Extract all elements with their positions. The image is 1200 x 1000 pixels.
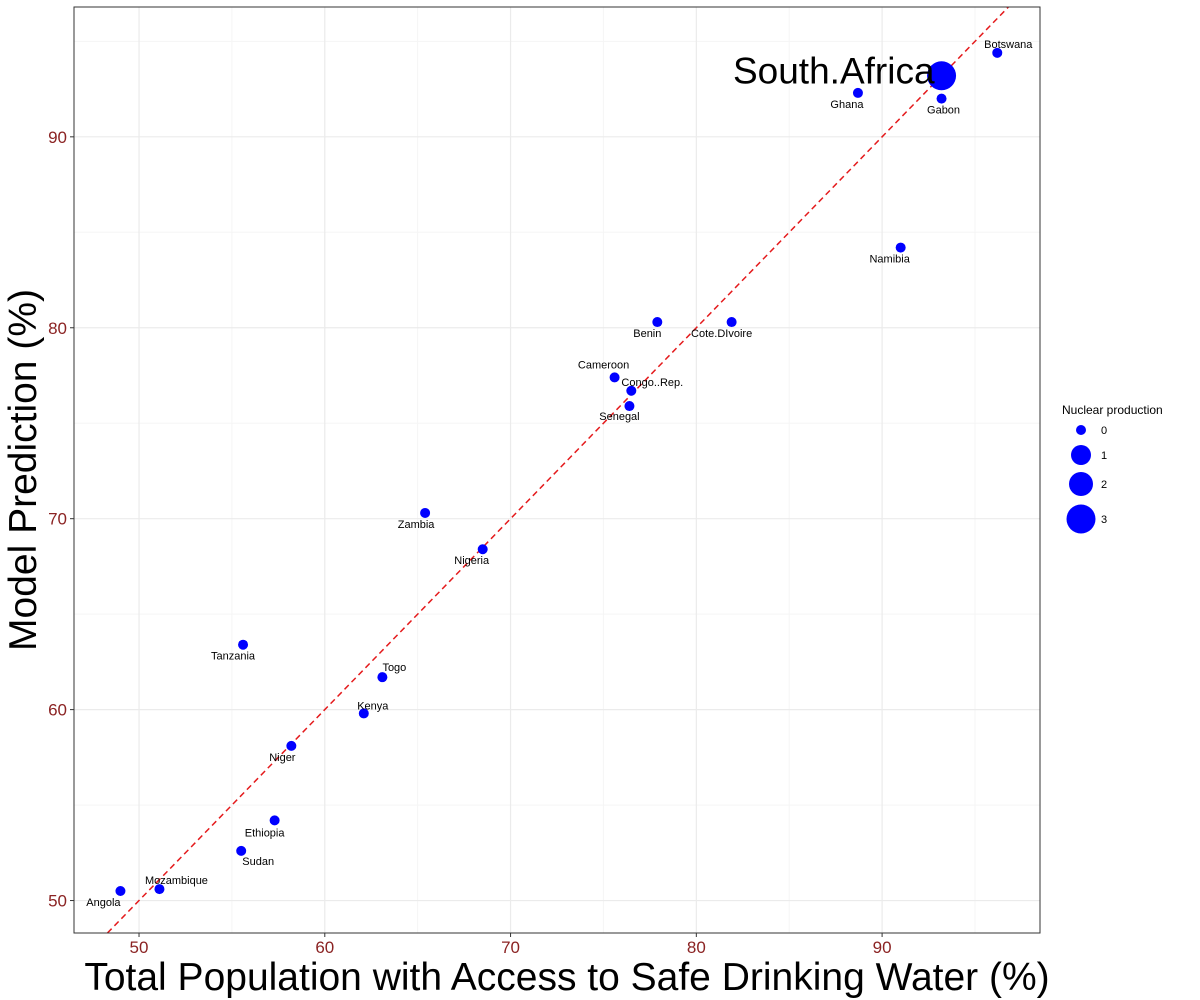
point-label: Ethiopia — [245, 827, 286, 839]
point-label: Botswana — [984, 39, 1033, 51]
data-point — [652, 317, 663, 328]
data-point — [992, 47, 1003, 58]
data-point — [936, 93, 947, 104]
legend-items: 0 1 2 3 — [1066, 425, 1107, 534]
point-label: South.Africa — [733, 51, 935, 92]
identity-reference-line — [106, 6, 1009, 934]
legend-key-size-0 — [1076, 425, 1086, 435]
legend-title: Nuclear production — [1062, 403, 1163, 417]
data-point — [269, 815, 280, 826]
data-points — [115, 47, 1003, 896]
data-point — [286, 740, 297, 751]
legend-key-size-3 — [1066, 504, 1096, 534]
legend-label: 3 — [1101, 514, 1107, 526]
data-point — [477, 544, 488, 555]
data-point — [624, 401, 635, 412]
y-tick-label: 70 — [48, 510, 67, 529]
x-tick-label: 60 — [315, 938, 334, 957]
point-label: Mozambique — [145, 875, 208, 887]
data-point — [236, 845, 247, 856]
data-point — [377, 672, 388, 683]
x-axis-title: Total Population with Access to Safe Dri… — [84, 956, 1049, 999]
data-point — [895, 242, 906, 253]
legend-key-size-1 — [1071, 445, 1091, 465]
point-label: Benin — [633, 328, 661, 340]
data-point — [927, 61, 957, 91]
point-label: Niger — [269, 752, 296, 764]
y-tick-label: 80 — [48, 319, 67, 338]
point-label: Angola — [86, 897, 121, 909]
legend-label: 0 — [1101, 425, 1107, 437]
y-axis-title: Model Prediction (%) — [2, 289, 45, 651]
data-point — [154, 884, 165, 895]
point-label: Senegal — [599, 411, 639, 423]
panel-border — [73, 6, 1041, 934]
legend-key-size-2 — [1069, 472, 1093, 496]
x-tick-label: 50 — [130, 938, 149, 957]
grid-major-lines — [74, 7, 1040, 933]
y-tick-label: 60 — [48, 701, 67, 720]
x-tick-label: 70 — [501, 938, 520, 957]
data-point — [115, 885, 126, 896]
point-label: Congo..Rep. — [621, 377, 683, 389]
y-axis-ticks: 50 60 70 80 90 — [48, 128, 74, 911]
data-point — [726, 317, 737, 328]
data-point — [626, 385, 637, 396]
point-label: Zambia — [398, 519, 436, 531]
point-label: Kenya — [357, 700, 389, 712]
data-point — [420, 507, 431, 518]
x-axis-ticks: 50 60 70 80 90 — [130, 933, 892, 957]
data-point — [609, 372, 620, 383]
legend-label: 2 — [1101, 479, 1107, 491]
grid-minor-lines — [74, 7, 1040, 933]
legend: Nuclear production 0 1 2 3 — [1062, 403, 1163, 534]
point-label: Cameroon — [578, 359, 629, 371]
x-tick-label: 90 — [873, 938, 892, 957]
legend-label: 1 — [1101, 450, 1107, 462]
data-point — [238, 639, 249, 650]
data-point — [358, 708, 369, 719]
point-label: Ghana — [830, 99, 864, 111]
point-label: Gabon — [927, 105, 960, 117]
point-label: Tanzania — [211, 651, 256, 663]
point-label: Sudan — [242, 856, 274, 868]
point-label: Nigeria — [454, 555, 490, 567]
point-label: Togo — [382, 662, 406, 674]
y-tick-label: 90 — [48, 128, 67, 147]
point-label: Namibia — [869, 254, 910, 266]
point-labels: Angola Mozambique Sudan Ethiopia Niger Tanzan… — [86, 39, 1033, 909]
y-tick-label: 50 — [48, 892, 67, 911]
data-point — [852, 87, 863, 98]
point-label: Cote.DIvoire — [691, 328, 752, 340]
x-tick-label: 80 — [687, 938, 706, 957]
